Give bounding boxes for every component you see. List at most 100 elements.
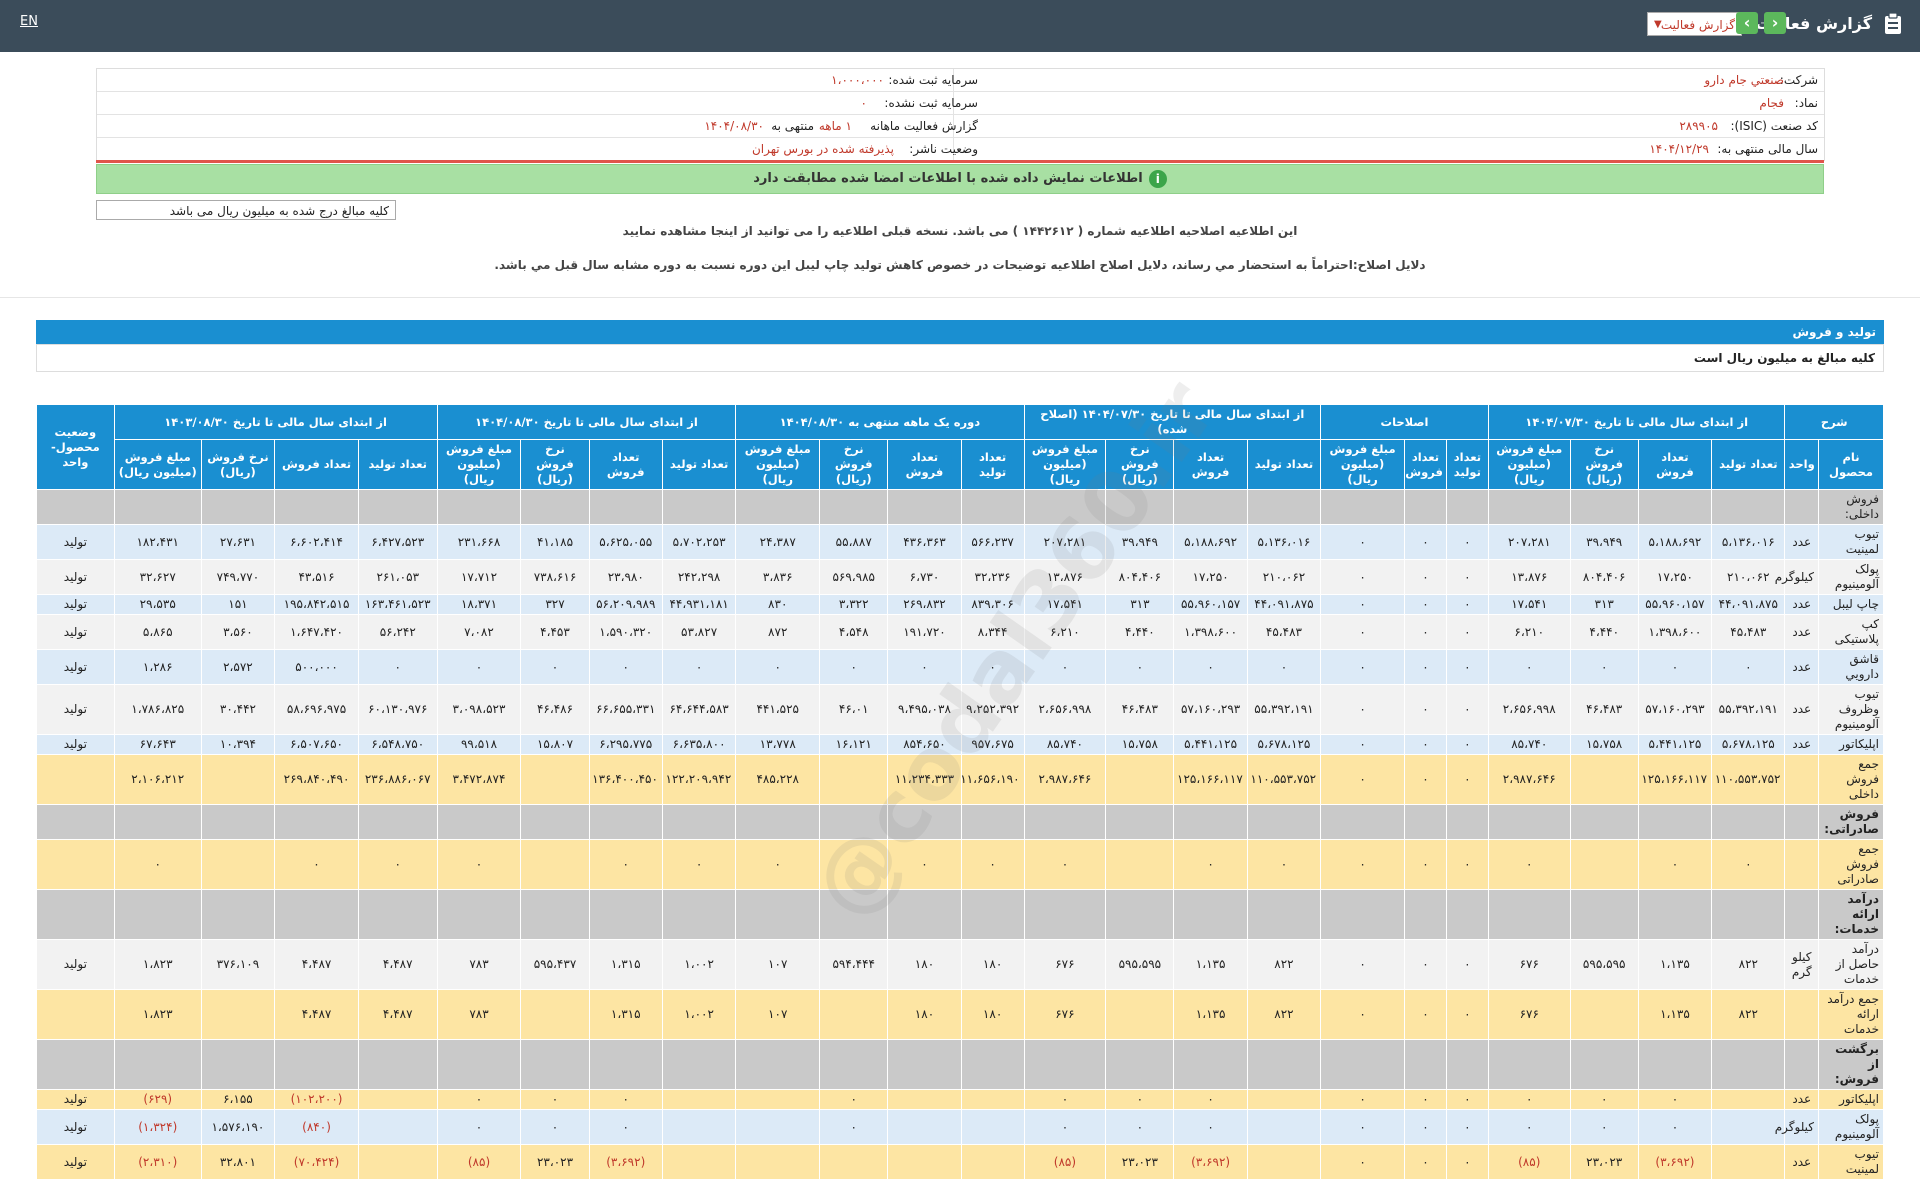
table-cell: ۰ <box>1320 1109 1405 1145</box>
table-cell <box>200 889 276 940</box>
table-cell <box>735 804 821 840</box>
column-group-header: از ابتدای سال مالی تا تاریخ ۱۴۰۴/۰۷/۳۰ <box>1487 404 1786 440</box>
table-cell: ۵۹۵،۵۹۵ <box>1105 939 1175 990</box>
table-row: درآمد ارائه خدمات: <box>36 889 1884 940</box>
table-cell: ۱۹۵،۸۴۲،۵۱۵ <box>274 594 359 615</box>
table-cell <box>1487 489 1571 525</box>
table-cell: ۴۳۶،۳۶۳ <box>887 524 962 560</box>
table-cell <box>1023 1039 1107 1090</box>
prev-button[interactable]: ‹ <box>1736 12 1758 34</box>
table-cell <box>113 804 202 840</box>
table-cell: کیلوگرم <box>1775 1109 1820 1145</box>
product-name-cell: اپلیکاتور <box>1818 734 1884 755</box>
table-cell: ۵۹۴،۴۴۴ <box>819 939 889 990</box>
table-cell <box>1784 489 1820 525</box>
table-cell: ۰ <box>436 649 522 685</box>
table-cell: ۰ <box>1637 649 1713 685</box>
table-cell: ۱۳۶،۴۰۰،۴۵۰ <box>588 754 663 805</box>
table-cell: ۸،۳۴۴ <box>960 614 1025 650</box>
table-cell: ۵۰۰،۰۰۰ <box>274 649 359 685</box>
table-cell <box>819 889 889 940</box>
info-row: نماد: فجام سرمایه ثبت نشده: ۰ <box>97 92 1824 115</box>
table-cell: ۲،۵۷۲ <box>200 649 276 685</box>
table-cell <box>1784 754 1820 805</box>
column-group-header: از ابتدای سال مالی تا تاریخ ۱۴۰۴/۰۷/۳۰ (… <box>1023 404 1322 440</box>
table-cell <box>36 804 115 840</box>
table-cell <box>200 989 276 1040</box>
product-name-cell: فروش صادراتی: <box>1818 804 1884 840</box>
table-row: تيوب وظروف آلومينيوم عدد ۵۵،۳۹۲،۱۹۱ ۵۷،۱۶۰،… <box>36 684 1884 735</box>
table-cell: ۱۶۳،۴۶۱،۵۲۳ <box>357 594 438 615</box>
table-cell: ۲۴۲،۲۹۸ <box>661 559 737 595</box>
table-cell <box>1105 889 1175 940</box>
symbol-value[interactable]: فجام <box>1759 96 1784 110</box>
column-header: تعداد فروش <box>1404 439 1447 490</box>
table-cell <box>113 489 202 525</box>
table-cell: ۹۵۷،۶۷۵ <box>960 734 1025 755</box>
table-cell <box>36 489 115 525</box>
table-cell <box>887 804 962 840</box>
table-cell: ۰ <box>1320 734 1405 755</box>
table-row: جمع فروش صادراتی ۰ ۰ ۰ ۰ ۰ ۰ ۰ ۰ ۰ ۰ ۰ ۰ ۰ ۰ ۰ ۰ ۰ ۰ <box>36 839 1884 890</box>
language-toggle[interactable]: EN <box>20 14 38 29</box>
table-cell: ۳،۳۲۲ <box>819 594 889 615</box>
table-cell <box>661 1144 737 1180</box>
table-cell <box>357 889 438 940</box>
column-group-header: دوره یک ماهه منتهی به ۱۴۰۴/۰۸/۳۰ <box>735 404 1025 440</box>
table-cell: ۱،۰۰۲ <box>661 989 737 1040</box>
table-cell: ۶۷۶ <box>1023 989 1107 1040</box>
symbol-label: نماد: <box>1794 96 1818 110</box>
table-cell: عدد <box>1784 649 1820 685</box>
table-cell <box>1637 489 1713 525</box>
table-cell: ۰ <box>1487 649 1571 685</box>
table-cell <box>1404 804 1447 840</box>
table-cell: ۵۶۹،۹۸۵ <box>819 559 889 595</box>
report-type-select[interactable]: گزارش فعالیت ▼ <box>1647 12 1742 36</box>
table-cell: ۴۶،۴۸۳ <box>1569 684 1639 735</box>
table-cell: ۴۴،۰۹۱،۸۷۵ <box>1711 594 1786 615</box>
table-cell <box>520 989 590 1040</box>
clipboard-icon <box>1885 13 1901 34</box>
table-cell: ۲۳،۹۸۰ <box>588 559 663 595</box>
table-cell <box>436 1039 522 1090</box>
table-cell: کیلو گرم <box>1784 939 1820 990</box>
isic-label: کد صنعت (ISIC): <box>1730 119 1818 133</box>
table-cell: ۰ <box>1445 989 1489 1040</box>
table-cell: ۰ <box>1023 649 1107 685</box>
table-cell: ۴۵،۴۸۳ <box>1711 614 1786 650</box>
table-cell: ۰ <box>1637 1089 1713 1110</box>
table-cell: ۲۳،۰۲۳ <box>520 1144 590 1180</box>
publisher-status-value: پذیرفته شده در بورس تهران <box>751 142 894 156</box>
table-cell <box>1487 804 1571 840</box>
product-name-cell: جمع درآمد ارائه خدمات <box>1818 989 1884 1040</box>
table-cell <box>1246 1089 1322 1110</box>
table-cell: ۵۸،۶۹۶،۹۷۵ <box>274 684 359 735</box>
correction-reason: دلایل اصلاح:احتراماً به استحضار مي رساند… <box>494 258 1426 272</box>
table-cell <box>436 804 522 840</box>
capital-unregistered-value: ۰ <box>860 96 867 110</box>
table-cell: ۷۴۹،۷۷۰ <box>200 559 276 595</box>
table-cell: (۱۰۲،۲۰۰) <box>274 1089 359 1110</box>
table-cell: ۸۲۲ <box>1711 989 1786 1040</box>
table-row: جمع درآمد ارائه خدمات ۸۲۲ ۱،۱۳۵ ۶۷۶ ۰ ۰ ۰ ۸۲۲ ۱،… <box>36 989 1884 1040</box>
correction-notice: این اطلاعیه اصلاحیه اطلاعیه شماره ( ۱۴۴۲… <box>0 224 1920 238</box>
table-cell <box>1711 1089 1786 1110</box>
table-cell: ۴،۴۸۷ <box>274 939 359 990</box>
previous-version-link[interactable]: اینجا <box>710 224 738 238</box>
table-cell: ۰ <box>436 1109 522 1145</box>
table-cell <box>1569 889 1639 940</box>
table-cell: ۰ <box>1445 614 1489 650</box>
table-cell: ۰ <box>1320 684 1405 735</box>
table-cell: ۰ <box>661 839 737 890</box>
table-cell: ۷۳۸،۶۱۶ <box>520 559 590 595</box>
table-cell: ۸۲۲ <box>1246 989 1322 1040</box>
table-cell <box>661 489 737 525</box>
table-cell: ۳۲،۲۳۶ <box>960 559 1025 595</box>
table-cell: ۰ <box>274 839 359 890</box>
table-row: فروش صادراتی: <box>36 804 1884 840</box>
table-cell <box>960 1089 1025 1110</box>
next-button[interactable]: › <box>1764 12 1786 34</box>
table-cell <box>1105 839 1175 890</box>
product-name-cell: فروش داخلی: <box>1818 489 1884 525</box>
column-header: تعداد فروش <box>588 439 663 490</box>
